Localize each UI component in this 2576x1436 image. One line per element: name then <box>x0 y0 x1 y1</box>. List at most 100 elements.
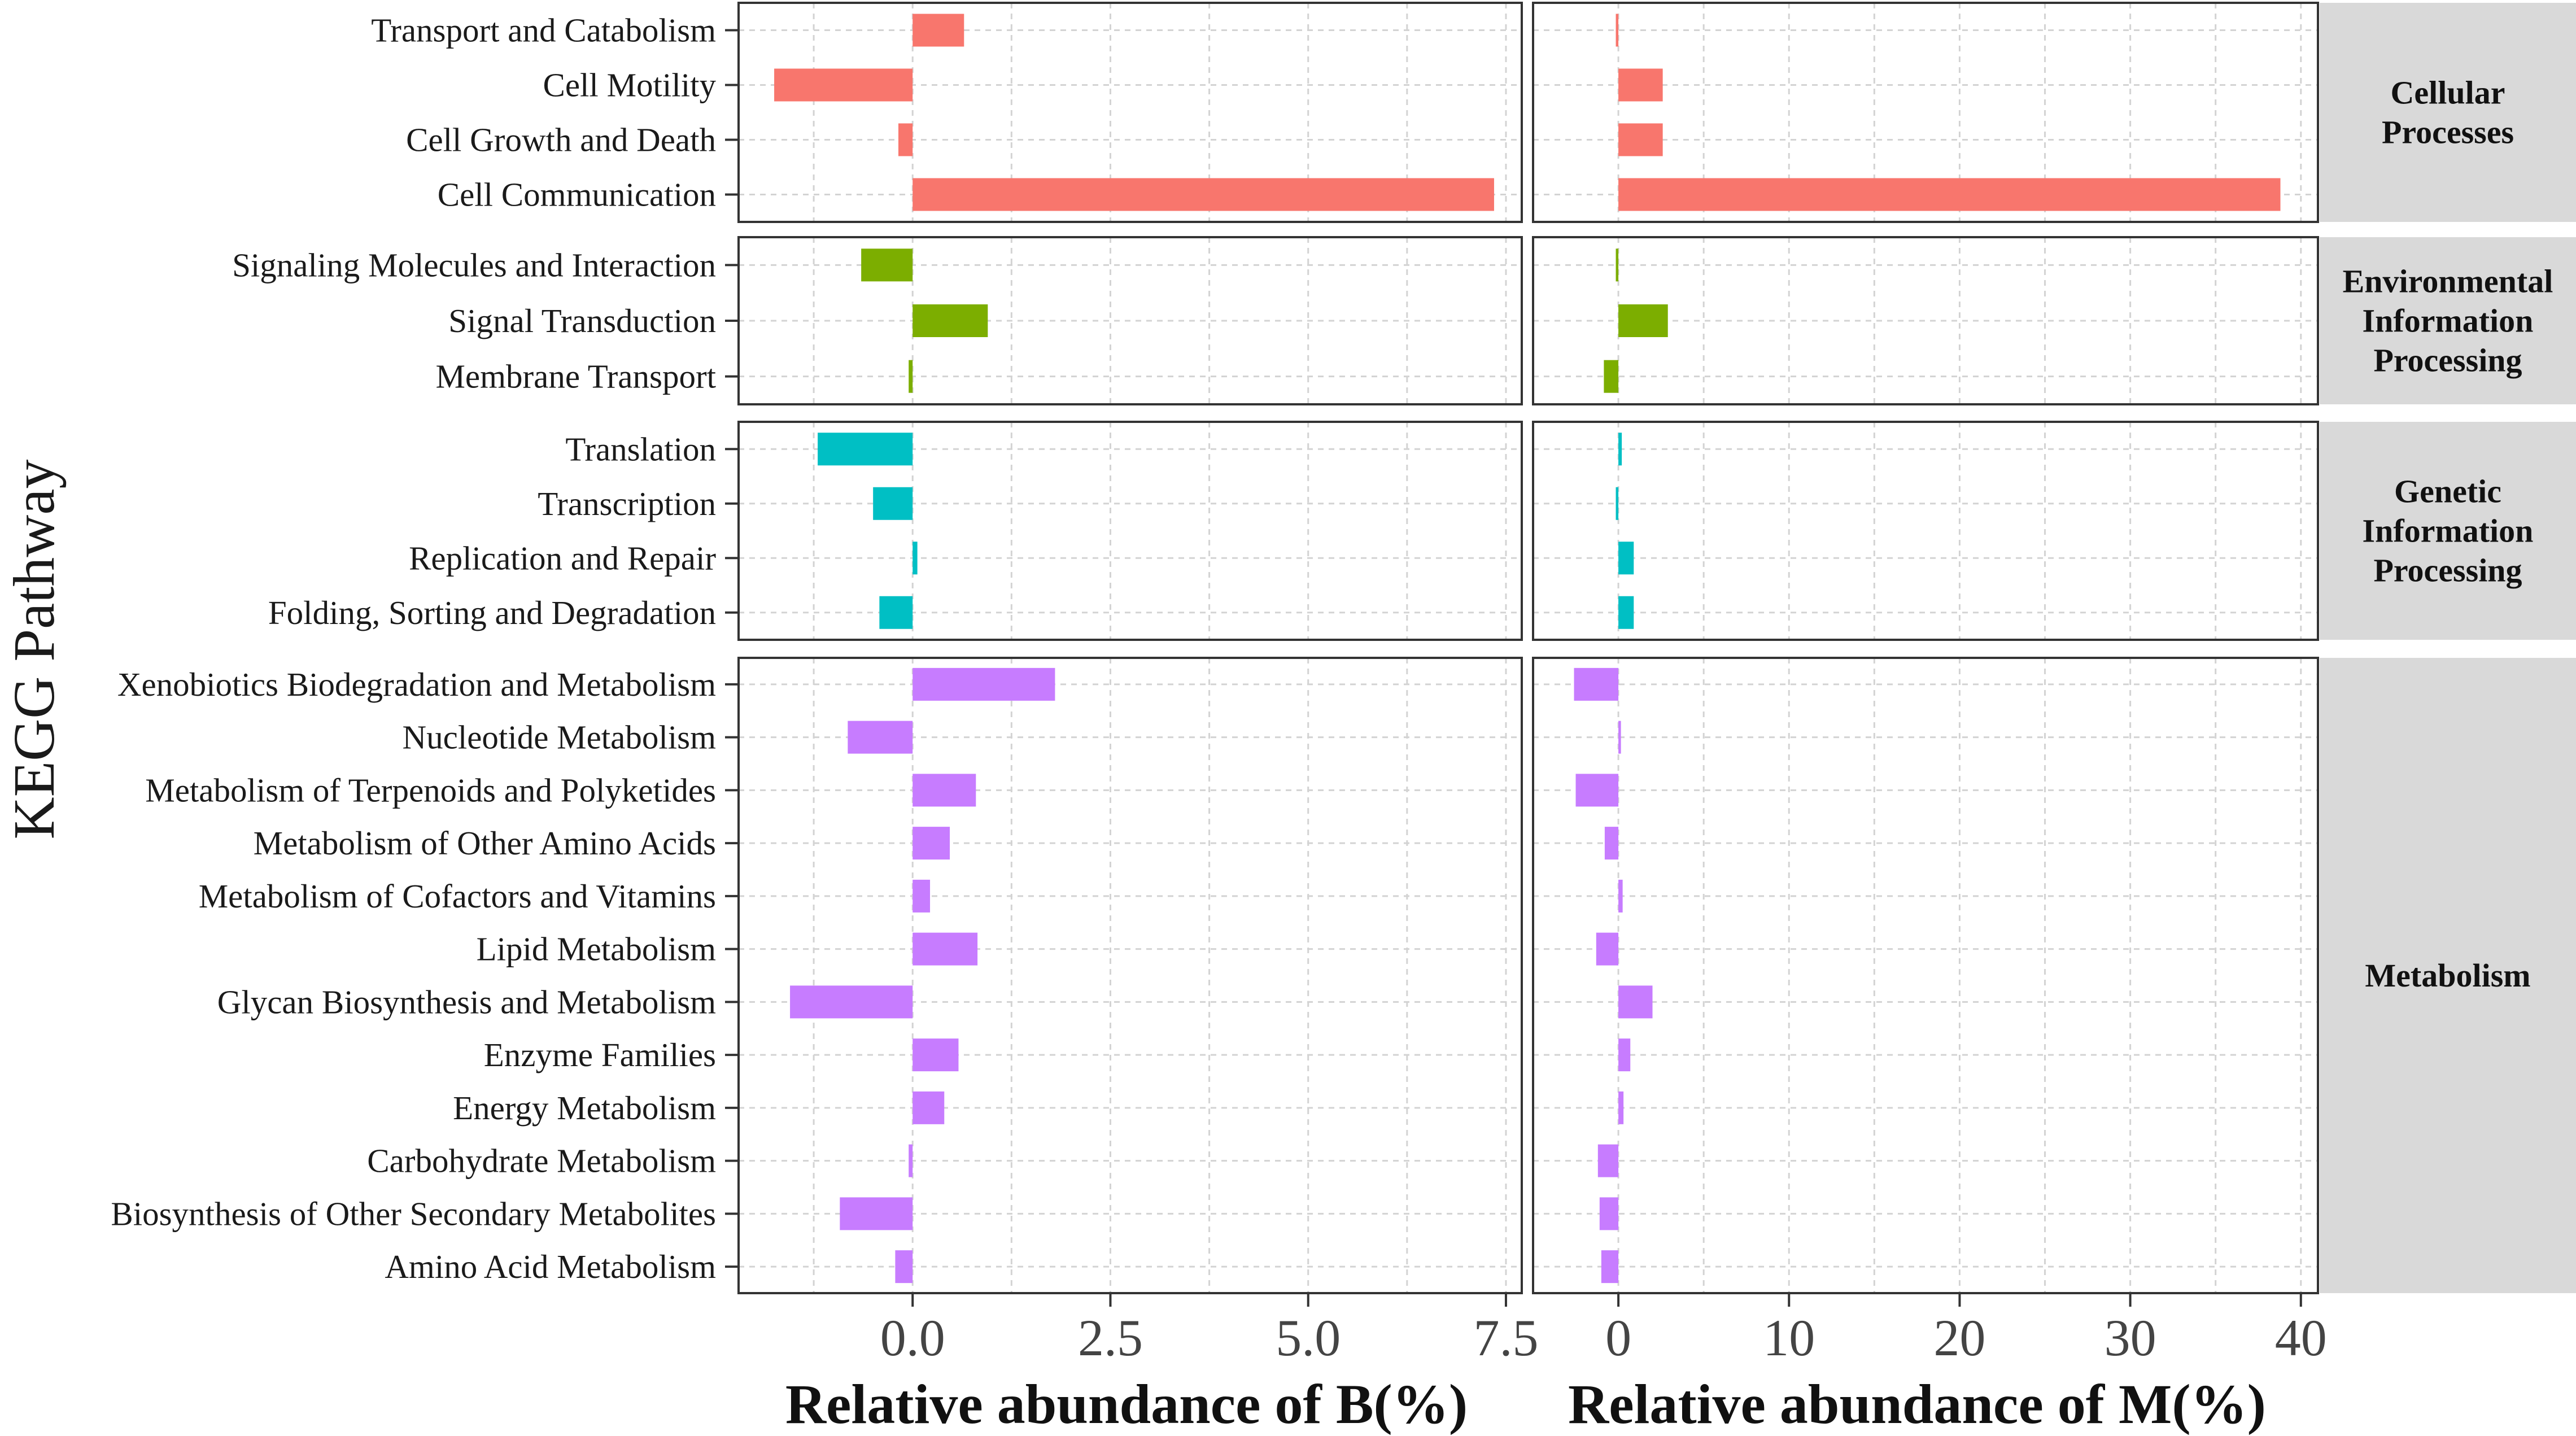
bar-b-transport-and-catabolism <box>912 14 964 47</box>
strip-label-genetic-information-processing: Genetic <box>2394 473 2501 510</box>
strip-label-genetic-information-processing: Information <box>2363 513 2534 549</box>
category-label: Enzyme Families <box>484 1036 716 1073</box>
strip-label-environmental-information-processing: Information <box>2363 303 2534 339</box>
category-label: Transport and Catabolism <box>371 12 716 49</box>
bar-m-membrane-transport <box>1604 360 1619 393</box>
strip-label-environmental-information-processing: Environmental <box>2343 263 2553 300</box>
category-label: Translation <box>565 430 716 468</box>
category-label: Energy Metabolism <box>453 1089 716 1127</box>
panel-frame-b-metabolism <box>737 657 1523 1294</box>
x-axis-title-b: Relative abundance of B(%) <box>785 1373 1468 1435</box>
bar-b-signaling-molecules-and-interaction <box>861 248 913 282</box>
category-label: Glycan Biosynthesis and Metabolism <box>217 983 716 1020</box>
x-tick-label-m: 20 <box>1933 1309 1985 1367</box>
axis-ticks: 0.0 2.5 5.0 7.5 0 10 20 30 40 <box>725 29 2327 1367</box>
bar-m-metabolism-of-cofactors-and-vitamins <box>1618 879 1623 913</box>
bar-b-nucleotide-metabolism <box>848 721 913 754</box>
category-label: Signal Transduction <box>448 302 716 339</box>
bar-m-cell-growth-and-death <box>1618 123 1663 156</box>
strip-label-metabolism: Metabolism <box>2365 957 2530 994</box>
bar-b-membrane-transport <box>909 360 913 393</box>
bar-b-cell-motility <box>774 68 913 102</box>
bar-m-signal-transduction <box>1618 304 1668 337</box>
bar-b-metabolism-of-terpenoids-and-polyketides <box>912 774 976 807</box>
strip-label-genetic-information-processing: Processing <box>2373 552 2522 589</box>
x-tick-label-b: 7.5 <box>1473 1309 1538 1367</box>
x-tick-label-b: 5.0 <box>1276 1309 1341 1367</box>
bar-b-cell-growth-and-death <box>898 123 913 156</box>
bar-m-cell-motility <box>1618 68 1663 102</box>
category-label: Replication and Repair <box>409 539 716 577</box>
x-tick-label-m: 10 <box>1763 1309 1815 1367</box>
bar-b-enzyme-families <box>912 1038 959 1072</box>
panel-frame-b-cellular-processes <box>737 2 1523 223</box>
bar-m-transcription <box>1616 487 1619 520</box>
category-label: Cell Communication <box>438 176 716 213</box>
panel-frame-m-metabolism <box>1532 657 2319 1294</box>
bar-b-xenobiotics-biodegradation-and-metabolism <box>912 667 1055 701</box>
y-axis-title: KEGG Pathway <box>2 459 67 839</box>
x-axis-title-m: Relative abundance of M(%) <box>1568 1373 2266 1435</box>
category-label: Signaling Molecules and Interaction <box>232 246 716 283</box>
bar-b-glycan-biosynthesis-and-metabolism <box>790 985 913 1019</box>
bar-b-replication-and-repair <box>912 542 918 575</box>
category-label: Carbohydrate Metabolism <box>367 1142 716 1180</box>
bar-b-metabolism-of-cofactors-and-vitamins <box>912 879 931 913</box>
strip-label-cellular-processes: Processes <box>2382 114 2514 151</box>
x-tick-label-m: 0 <box>1605 1309 1631 1367</box>
bar-m-glycan-biosynthesis-and-metabolism <box>1618 985 1653 1019</box>
bar-b-folding-sorting-and-degradation <box>879 596 913 629</box>
bar-m-carbohydrate-metabolism <box>1597 1144 1619 1177</box>
bar-m-metabolism-of-terpenoids-and-polyketides <box>1575 774 1619 807</box>
strip-environmental-information-processing <box>2320 237 2576 404</box>
bar-b-lipid-metabolism <box>912 932 978 966</box>
bar-m-folding-sorting-and-degradation <box>1618 596 1634 629</box>
bar-m-amino-acid-metabolism <box>1601 1250 1619 1284</box>
facet-strips: CellularProcessesEnvironmentalInformatio… <box>2320 3 2576 1293</box>
bar-m-energy-metabolism <box>1618 1091 1624 1124</box>
strip-label-cellular-processes: Cellular <box>2391 75 2505 111</box>
x-tick-label-m: 40 <box>2275 1309 2327 1367</box>
strip-metabolism <box>2320 658 2576 1293</box>
category-label: Folding, Sorting and Degradation <box>268 594 716 631</box>
x-tick-label-b: 2.5 <box>1078 1309 1143 1367</box>
category-label: Biosynthesis of Other Secondary Metaboli… <box>111 1195 716 1232</box>
bar-b-amino-acid-metabolism <box>895 1250 913 1284</box>
strip-label-environmental-information-processing: Processing <box>2373 342 2522 379</box>
bar-m-xenobiotics-biodegradation-and-metabolism <box>1574 667 1619 701</box>
category-label: Xenobiotics Biodegradation and Metabolis… <box>117 666 716 703</box>
bar-b-transcription <box>873 487 913 520</box>
category-label: Metabolism of Other Amino Acids <box>254 824 716 862</box>
category-labels: Transport and Catabolism Cell Motility Cel… <box>111 12 716 1286</box>
bar-b-carbohydrate-metabolism <box>909 1144 913 1177</box>
panel-frame-m-environmental-information-processing <box>1532 236 2319 405</box>
x-tick-label-b: 0.0 <box>880 1309 945 1367</box>
bar-b-translation <box>818 433 913 466</box>
bar-m-enzyme-families <box>1618 1038 1631 1072</box>
bar-b-cell-communication <box>912 178 1494 211</box>
x-tick-label-m: 30 <box>2105 1309 2156 1367</box>
panel-frame-m-genetic-information-processing <box>1532 421 2319 641</box>
category-label: Transcription <box>538 485 716 522</box>
category-label: Metabolism of Terpenoids and Polyketides <box>145 771 716 809</box>
strip-genetic-information-processing <box>2320 422 2576 640</box>
bar-m-cell-communication <box>1618 178 2281 211</box>
bar-m-biosynthesis-of-other-secondary-metabolites <box>1599 1197 1619 1230</box>
category-label: Lipid Metabolism <box>477 931 716 968</box>
bar-b-biosynthesis-of-other-secondary-metabolites <box>840 1197 913 1230</box>
panel-frame-b-genetic-information-processing <box>737 421 1523 641</box>
category-label: Amino Acid Metabolism <box>385 1248 716 1285</box>
bar-m-replication-and-repair <box>1618 542 1634 575</box>
strip-cellular-processes <box>2320 3 2576 222</box>
bar-m-metabolism-of-other-amino-acids <box>1604 827 1619 860</box>
bars <box>774 14 2281 1284</box>
bar-b-metabolism-of-other-amino-acids <box>912 827 950 860</box>
category-label: Cell Growth and Death <box>406 121 716 159</box>
bar-m-nucleotide-metabolism <box>1618 721 1621 754</box>
bar-m-translation <box>1618 433 1622 466</box>
bar-b-energy-metabolism <box>912 1091 945 1124</box>
category-label: Nucleotide Metabolism <box>403 719 716 756</box>
panel-frame-m-cellular-processes <box>1532 2 2319 223</box>
category-label: Metabolism of Cofactors and Vitamins <box>199 878 716 915</box>
category-label: Membrane Transport <box>435 358 716 395</box>
